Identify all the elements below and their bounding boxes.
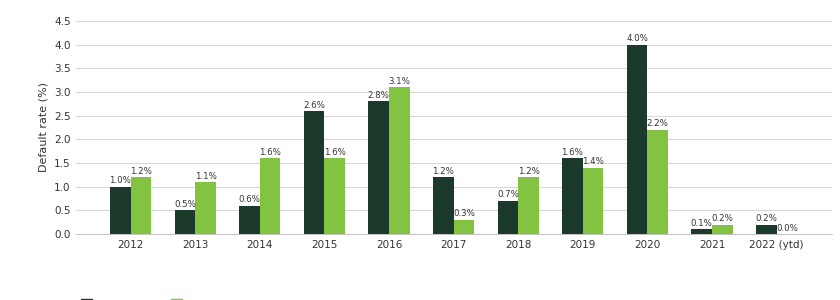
- Bar: [627, 45, 648, 234]
- Text: 0.7%: 0.7%: [497, 190, 519, 200]
- Text: 0.3%: 0.3%: [453, 209, 475, 218]
- Text: 1.4%: 1.4%: [582, 157, 604, 166]
- Bar: [260, 158, 281, 234]
- Text: 1.6%: 1.6%: [323, 148, 346, 157]
- Bar: [756, 224, 776, 234]
- Bar: [239, 206, 260, 234]
- Bar: [562, 158, 583, 234]
- Bar: [175, 210, 195, 234]
- Y-axis label: Default rate (%): Default rate (%): [39, 82, 49, 172]
- Bar: [131, 177, 151, 234]
- Bar: [324, 158, 345, 234]
- Text: 0.2%: 0.2%: [711, 214, 733, 223]
- Bar: [691, 229, 712, 234]
- Text: 1.2%: 1.2%: [130, 167, 152, 176]
- Bar: [648, 130, 668, 234]
- Text: 4.0%: 4.0%: [626, 34, 648, 43]
- Bar: [389, 87, 410, 234]
- Text: 1.1%: 1.1%: [195, 172, 217, 181]
- Legend: High yield, Convertible bonds: High yield, Convertible bonds: [81, 299, 289, 300]
- Bar: [368, 101, 389, 234]
- Text: 0.5%: 0.5%: [174, 200, 196, 209]
- Bar: [195, 182, 216, 234]
- Bar: [518, 177, 539, 234]
- Text: 1.2%: 1.2%: [433, 167, 454, 176]
- Bar: [712, 224, 732, 234]
- Text: 2.6%: 2.6%: [303, 100, 325, 109]
- Text: 3.1%: 3.1%: [388, 77, 410, 86]
- Text: 0.2%: 0.2%: [755, 214, 777, 223]
- Text: 1.2%: 1.2%: [517, 167, 539, 176]
- Text: 1.6%: 1.6%: [561, 148, 584, 157]
- Text: 0.6%: 0.6%: [239, 195, 260, 204]
- Bar: [497, 201, 518, 234]
- Text: 1.0%: 1.0%: [109, 176, 131, 185]
- Text: 0.1%: 0.1%: [690, 219, 712, 228]
- Text: 0.0%: 0.0%: [776, 224, 798, 232]
- Bar: [110, 187, 131, 234]
- Text: 2.2%: 2.2%: [647, 119, 669, 128]
- Bar: [583, 168, 603, 234]
- Text: 1.6%: 1.6%: [260, 148, 281, 157]
- Bar: [454, 220, 475, 234]
- Bar: [304, 111, 324, 234]
- Text: 2.8%: 2.8%: [368, 91, 390, 100]
- Bar: [433, 177, 454, 234]
